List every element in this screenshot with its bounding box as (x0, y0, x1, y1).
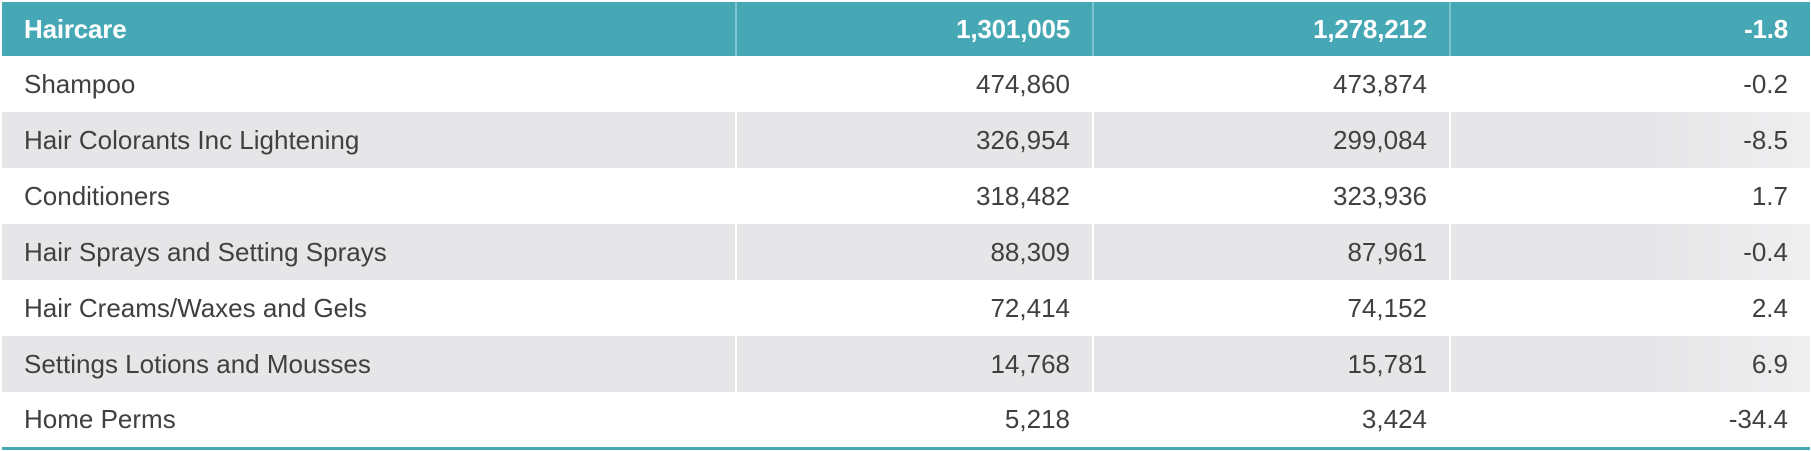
row-category: Hair Colorants Inc Lightening (2, 112, 737, 168)
table-row: Hair Creams/Waxes and Gels 72,414 74,152 2.… (2, 280, 1810, 336)
table-row: Conditioners 318,482 323,936 1.7 (2, 168, 1810, 224)
table-body: Shampoo 474,860 473,874 -0.2 Hair Colorants … (2, 56, 1810, 450)
table-row: Hair Sprays and Setting Sprays 88,309 87,9… (2, 224, 1810, 280)
header-category: Haircare (2, 2, 737, 56)
table-row: Home Perms 5,218 3,424 -34.4 (2, 392, 1810, 450)
row-value-1: 5,218 (736, 392, 1094, 450)
row-category: Settings Lotions and Mousses (2, 336, 737, 392)
row-value-2: 15,781 (1093, 336, 1451, 392)
row-value-1: 318,482 (736, 168, 1094, 224)
row-category: Conditioners (2, 168, 737, 224)
row-value-2: 74,152 (1093, 280, 1451, 336)
table-row: Settings Lotions and Mousses 14,768 15,781… (2, 336, 1810, 392)
row-change: -0.4 (1450, 224, 1810, 280)
row-change: 6.9 (1450, 336, 1810, 392)
row-category: Shampoo (2, 56, 737, 112)
row-change: -34.4 (1450, 392, 1810, 450)
table-row: Hair Colorants Inc Lightening 326,954 299,… (2, 112, 1810, 168)
row-change: 2.4 (1450, 280, 1810, 336)
row-value-2: 323,936 (1093, 168, 1451, 224)
row-change: -8.5 (1450, 112, 1810, 168)
row-value-2: 87,961 (1093, 224, 1451, 280)
row-value-1: 474,860 (736, 56, 1094, 112)
row-category: Home Perms (2, 392, 737, 450)
row-change: 1.7 (1450, 168, 1810, 224)
row-value-2: 473,874 (1093, 56, 1451, 112)
table-header-row: Haircare 1,301,005 1,278,212 -1.8 (2, 2, 1810, 56)
row-value-1: 72,414 (736, 280, 1094, 336)
row-change: -0.2 (1450, 56, 1810, 112)
header-value-1: 1,301,005 (736, 2, 1094, 56)
header-change: -1.8 (1450, 2, 1810, 56)
row-value-2: 299,084 (1093, 112, 1451, 168)
row-category: Hair Sprays and Setting Sprays (2, 224, 737, 280)
header-value-2: 1,278,212 (1093, 2, 1451, 56)
row-category: Hair Creams/Waxes and Gels (2, 280, 737, 336)
row-value-1: 14,768 (736, 336, 1094, 392)
row-value-1: 88,309 (736, 224, 1094, 280)
row-value-1: 326,954 (736, 112, 1094, 168)
row-value-2: 3,424 (1093, 392, 1451, 450)
table-row: Shampoo 474,860 473,874 -0.2 (2, 56, 1810, 112)
